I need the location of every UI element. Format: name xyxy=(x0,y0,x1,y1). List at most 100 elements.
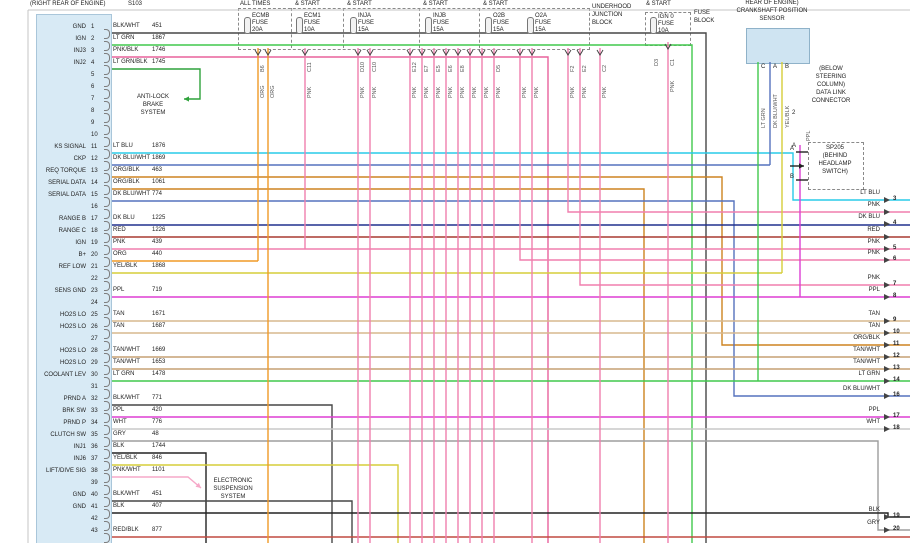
circuit-number: 439 xyxy=(152,239,163,245)
drop-wire-label: PNK xyxy=(496,86,502,98)
right-exit-label: BLK xyxy=(868,507,880,513)
fuse-label: FUSE xyxy=(304,20,321,26)
right-exit-number: 3 xyxy=(893,196,897,202)
chevron-icon xyxy=(454,49,462,56)
sp205-label: SWITCH) xyxy=(822,169,848,175)
wire-color-label: TAN/WHT xyxy=(113,347,140,353)
right-exit-label: PPL xyxy=(868,407,880,413)
connector-pin-icon xyxy=(104,257,110,267)
connector-pin-icon xyxy=(104,29,110,39)
sp205-label: (BEHIND xyxy=(822,153,848,159)
pin-number-24: 24 xyxy=(91,300,98,306)
connector-pin-icon xyxy=(104,497,110,507)
circuit-number: 451 xyxy=(152,23,163,29)
circuit-number: 1671 xyxy=(152,311,166,317)
arrowhead-icon xyxy=(184,96,189,102)
fuse-icon xyxy=(296,17,303,34)
drop-wire-label: PNK xyxy=(602,86,608,98)
right-exit-label: LT GRN xyxy=(858,371,880,377)
wire-gry xyxy=(112,440,910,531)
drop-terminal-label: D5 xyxy=(496,64,502,72)
fuse-icon xyxy=(425,17,432,34)
abs-annotation: SYSTEM xyxy=(140,110,166,116)
wire-color-label: DK BLU/WHT xyxy=(113,191,151,197)
pin-number-34: 34 xyxy=(91,420,98,426)
right-exit-label: PNK xyxy=(867,275,880,281)
drop-wire-label: PNK xyxy=(582,86,588,98)
fuse-group-header: & START xyxy=(483,1,508,7)
fuse-group-divider xyxy=(343,8,344,48)
wire-color-label: PNK/BLK xyxy=(113,47,139,53)
circuit-number: 451 xyxy=(152,491,163,497)
right-exit-arrow-icon xyxy=(884,282,890,288)
pin-number-11: 11 xyxy=(91,144,98,150)
right-exit-label: PNK xyxy=(867,202,880,208)
connector-pin-icon xyxy=(104,413,110,423)
ess-annotation: SUSPENSION xyxy=(213,486,253,492)
drop-terminal-label: E6 xyxy=(448,65,454,72)
circuit-number: 1061 xyxy=(152,179,166,185)
fuse-group-divider xyxy=(479,8,480,48)
fuse-label: FUSE xyxy=(535,20,552,26)
right-exit-arrow-icon xyxy=(884,514,890,520)
chevron-icon xyxy=(490,49,498,56)
right-exit-arrow-icon xyxy=(884,426,890,432)
fuse-block-label: FUSE xyxy=(694,10,711,16)
drop-wire-label: PNK xyxy=(484,86,490,98)
drop-wire-label: PNK xyxy=(448,86,454,98)
connector-pin-icon xyxy=(104,173,110,183)
sensor-pin-wire-label: LT GRN xyxy=(761,108,767,128)
circuit-number: 1744 xyxy=(152,443,166,449)
pin-number-36: 36 xyxy=(91,444,98,450)
pin-label-20: B+ xyxy=(78,252,86,258)
drop-wire-label: PNK xyxy=(436,86,442,98)
sensor-pin-wire-label: DK BLU/WHT xyxy=(773,94,779,128)
wire-lt-grn xyxy=(112,44,693,543)
drop-wire-label: ORG xyxy=(270,85,276,98)
connector-pin-icon xyxy=(104,317,110,327)
circuit-number: 1867 xyxy=(152,35,166,41)
pin-label-30: COOLANT LEV xyxy=(44,372,86,378)
fuse-label: 15A xyxy=(493,27,504,33)
wire-color-label: BLK xyxy=(113,443,125,449)
pin-number-19: 19 xyxy=(91,240,98,246)
pin-label-41: GND xyxy=(72,504,86,510)
wire-color-label: GRY xyxy=(113,431,126,437)
fuse-label: 10A xyxy=(304,27,315,33)
wire-color-label: WHT xyxy=(113,419,127,425)
pin-number-26: 26 xyxy=(91,324,98,330)
fuse-label: IGN 0 xyxy=(658,14,674,20)
connector-pin-icon xyxy=(104,77,110,87)
wire-color-label: RED xyxy=(113,227,126,233)
dlc-pin-terminal: A xyxy=(792,143,797,149)
circuit-number: 440 xyxy=(152,251,163,257)
wire-dk-blu-wht xyxy=(112,200,910,397)
fuse-label: INJB xyxy=(433,13,447,19)
junction-block-label: JUNCTION xyxy=(592,12,623,18)
connector-pin-icon xyxy=(104,461,110,471)
pin-label-26: HO2S LO xyxy=(59,324,86,330)
fuse-group-divider xyxy=(291,8,292,48)
drop-terminal-label: C2 xyxy=(602,64,608,72)
connector-pin-icon xyxy=(104,389,110,399)
connector-pin-icon xyxy=(104,293,110,303)
drop-terminal-label: E5 xyxy=(436,65,442,72)
fuse-icon xyxy=(485,17,492,34)
pin-label-3: INJ3 xyxy=(73,48,86,54)
fuse-label: 20A xyxy=(252,27,263,33)
drop-wire-label: PNK xyxy=(472,86,478,98)
fuse-group-header: & START xyxy=(295,1,320,7)
fuse-label: FUSE xyxy=(252,20,269,26)
connector-pin-icon xyxy=(104,197,110,207)
dlc-pin-wire-label: PPL xyxy=(806,130,812,141)
ecm-connector-block xyxy=(36,14,112,543)
fuse-icon xyxy=(527,17,534,34)
chevron-icon xyxy=(254,49,262,56)
underhood-junction-block-outline xyxy=(238,8,590,50)
right-exit-arrow-icon xyxy=(884,257,890,263)
right-exit-number: 14 xyxy=(893,377,900,383)
right-exit-label: GRY xyxy=(867,520,880,526)
pin-number-20: 20 xyxy=(91,252,98,258)
right-exit-label: DK BLU/WHT xyxy=(842,386,880,392)
